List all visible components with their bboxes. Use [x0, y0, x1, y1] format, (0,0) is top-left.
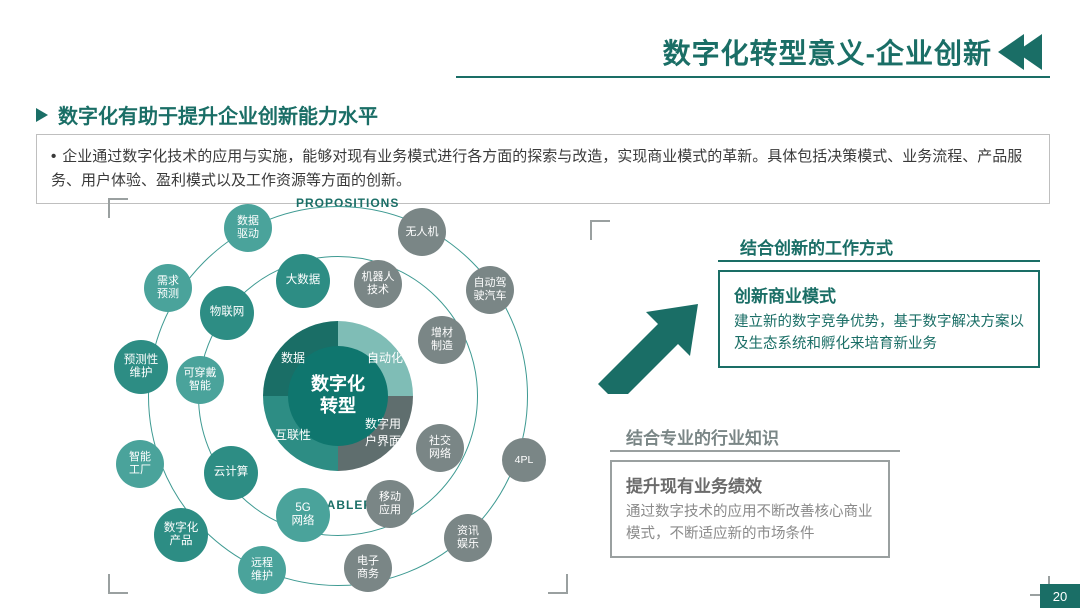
chevron-decor [1006, 34, 1042, 70]
description-text: 企业通过数字化技术的应用与实施，能够对现有业务模式进行各方面的探索与改造，实现商… [51, 148, 1022, 189]
box-improve: 提升现有业务绩效 通过数字技术的应用不断改善核心商业模式，不断适应新的市场条件 [610, 460, 890, 558]
orbit-node: 增材 制造 [418, 316, 466, 364]
orbit-node: 可穿戴 智能 [176, 356, 224, 404]
orbit-node: 云计算 [204, 446, 258, 500]
orbit-node: 机器人 技术 [354, 260, 402, 308]
orbit-node: 物联网 [200, 286, 254, 340]
orbit-node: 移动 应用 [366, 480, 414, 528]
triangle-bullet-icon [36, 108, 48, 122]
orbit-node: 大数据 [276, 254, 330, 308]
page-number: 20 [1040, 584, 1080, 608]
arrow-icon [588, 294, 708, 399]
seg-label: 数据 [281, 349, 305, 366]
title-underline [456, 76, 1050, 78]
orbit-node: 数据 驱动 [224, 204, 272, 252]
corner-bracket-icon [108, 198, 128, 218]
description-box: •企业通过数字化技术的应用与实施，能够对现有业务模式进行各方面的探索与改造，实现… [36, 134, 1050, 204]
right-panel: 结合创新的工作方式 创新商业模式 建立新的数字竞争优势，基于数字解决方案以及生态… [590, 220, 1050, 596]
label-expertise: 结合专业的行业知识 [626, 424, 779, 449]
divider [610, 450, 900, 452]
page-title: 数字化转型意义-企业创新 [663, 32, 992, 72]
box-innovation: 创新商业模式 建立新的数字竞争优势，基于数字解决方案以及生态系统和孵化来培育新业… [718, 270, 1040, 368]
orbit-node: 社交 网络 [416, 424, 464, 472]
corner-bracket-icon [108, 574, 128, 594]
corner-bracket-icon [590, 220, 610, 240]
orbit-node: 5G 网络 [276, 488, 330, 542]
box2-title: 提升现有业务绩效 [626, 472, 874, 497]
seg-label: 互联性 [275, 426, 311, 443]
label-innovation: 结合创新的工作方式 [740, 234, 893, 259]
orbit-node: 远程 维护 [238, 546, 286, 594]
orbit-node: 智能 工厂 [116, 440, 164, 488]
orbit-node: 预测性 维护 [114, 340, 168, 394]
orbit-node: 需求 预测 [144, 264, 192, 312]
seg-label: 数字用 户界面 [365, 415, 401, 449]
divider [718, 260, 1040, 262]
orbit-node: 无人机 [398, 208, 446, 256]
box2-body: 通过数字技术的应用不断改善核心商业模式，不断适应新的市场条件 [626, 501, 874, 546]
subtitle: 数字化有助于提升企业创新能力水平 [58, 100, 378, 129]
donut-chart: 数字化 转型 数据 自动化 数字用 户界面 互联性 [263, 321, 413, 471]
orbit-node: 电子 商务 [344, 544, 392, 592]
box1-title: 创新商业模式 [734, 282, 1024, 307]
orbit-node: 4PL [502, 438, 546, 482]
orbit-diagram: PROPOSITIONS ENABLER 数字化 转型 数据 自动化 数字用 户… [108, 198, 568, 596]
corner-bracket-icon [548, 574, 568, 594]
orbit-node: 资讯 娱乐 [444, 514, 492, 562]
box1-body: 建立新的数字竞争优势，基于数字解决方案以及生态系统和孵化来培育新业务 [734, 311, 1024, 356]
seg-label: 自动化 [367, 349, 403, 366]
orbit-node: 自动驾 驶汽车 [466, 266, 514, 314]
orbit-node: 数字化 产品 [154, 508, 208, 562]
